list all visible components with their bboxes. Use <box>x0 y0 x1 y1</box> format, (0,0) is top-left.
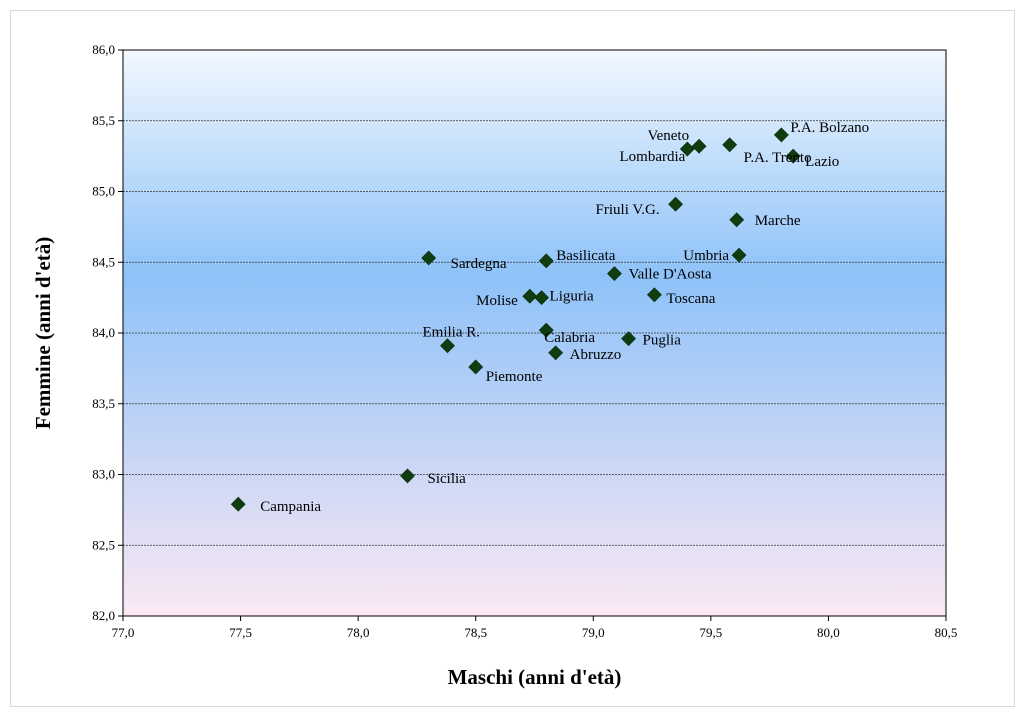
point-label: Lombardia <box>620 149 686 165</box>
plot-border <box>122 49 947 617</box>
point-label: Sardegna <box>451 256 507 272</box>
point-label: Liguria <box>550 289 594 305</box>
point-label: Lazio <box>805 154 839 170</box>
point-label: Umbria <box>683 248 729 264</box>
point-label: Emilia R. <box>422 325 480 341</box>
point-label: Veneto <box>647 128 689 144</box>
data-point-marker <box>668 196 684 212</box>
y-tick-labels: 82,0 82,5 83,0 83,5 84,0 84,5 85,0 85,5 86,0 <box>92 42 115 623</box>
y-tick-label: 84,0 <box>92 325 115 340</box>
y-axis-title: Femmine (anni d'età) <box>31 237 55 429</box>
point-label: Piemonte <box>486 369 543 385</box>
point-label: P.A. Trento <box>744 150 812 166</box>
data-point-marker <box>534 290 549 306</box>
point-label: Marche <box>755 213 801 229</box>
x-tick-label: 77,5 <box>229 625 252 640</box>
data-point-marker <box>722 137 738 153</box>
data-point-marker <box>468 359 484 375</box>
data-point-marker <box>607 266 622 281</box>
x-axis-title: Maschi (anni d'età) <box>448 665 622 689</box>
axes <box>118 49 947 621</box>
x-tick-labels: 77,0 77,5 78,0 78,5 79,0 79,5 80,0 80,5 <box>112 625 958 640</box>
point-label: Puglia <box>643 333 682 349</box>
data-points <box>230 127 801 512</box>
point-label: Sicilia <box>428 471 467 487</box>
data-point-marker <box>421 250 437 266</box>
data-point-marker <box>621 331 636 347</box>
data-point-marker <box>440 338 455 354</box>
y-tick-label: 82,0 <box>92 608 115 623</box>
point-label: P.A. Bolzano <box>790 120 869 136</box>
point-label: Molise <box>476 293 518 309</box>
chart-frame <box>10 10 1015 707</box>
point-label: Friuli V.G. <box>596 202 660 218</box>
x-tick-label: 78,0 <box>347 625 370 640</box>
x-tick-label: 80,0 <box>817 625 840 640</box>
x-tick-label: 79,5 <box>699 625 722 640</box>
y-tick-label: 85,5 <box>92 113 115 128</box>
point-label: Basilicata <box>556 248 615 264</box>
data-point-marker <box>679 141 695 157</box>
point-label: Valle D'Aosta <box>628 267 711 283</box>
point-label: Toscana <box>666 291 715 307</box>
y-tick-label: 86,0 <box>92 42 115 57</box>
gridlines <box>123 120 946 546</box>
data-point-marker <box>773 127 789 143</box>
data-point-marker <box>646 287 662 303</box>
point-label: Abruzzo <box>570 347 622 363</box>
data-point-marker <box>230 496 246 512</box>
data-point-marker <box>538 253 554 269</box>
y-tick-label: 83,5 <box>92 396 115 411</box>
point-label: Calabria <box>544 330 595 346</box>
x-tick-label: 80,5 <box>935 625 958 640</box>
y-tick-label: 82,5 <box>92 537 115 552</box>
data-point-marker <box>731 247 747 263</box>
data-point-marker <box>522 288 538 304</box>
data-point-marker <box>400 468 415 484</box>
data-point-marker <box>785 148 801 164</box>
y-tick-label: 85,0 <box>92 184 115 199</box>
x-tick-label: 77,0 <box>112 625 135 640</box>
x-tick-label: 78,5 <box>464 625 487 640</box>
data-point-marker <box>691 138 707 154</box>
point-labels: P.A. Bolzano Veneto P.A. Trento Lombardia La… <box>260 120 869 515</box>
data-point-marker <box>538 322 554 338</box>
x-tick-label: 79,0 <box>582 625 605 640</box>
data-point-marker <box>729 212 745 228</box>
data-point-marker <box>548 345 564 361</box>
point-label: Campania <box>260 499 321 515</box>
y-tick-label: 83,0 <box>92 467 115 482</box>
y-tick-label: 84,5 <box>92 254 115 269</box>
